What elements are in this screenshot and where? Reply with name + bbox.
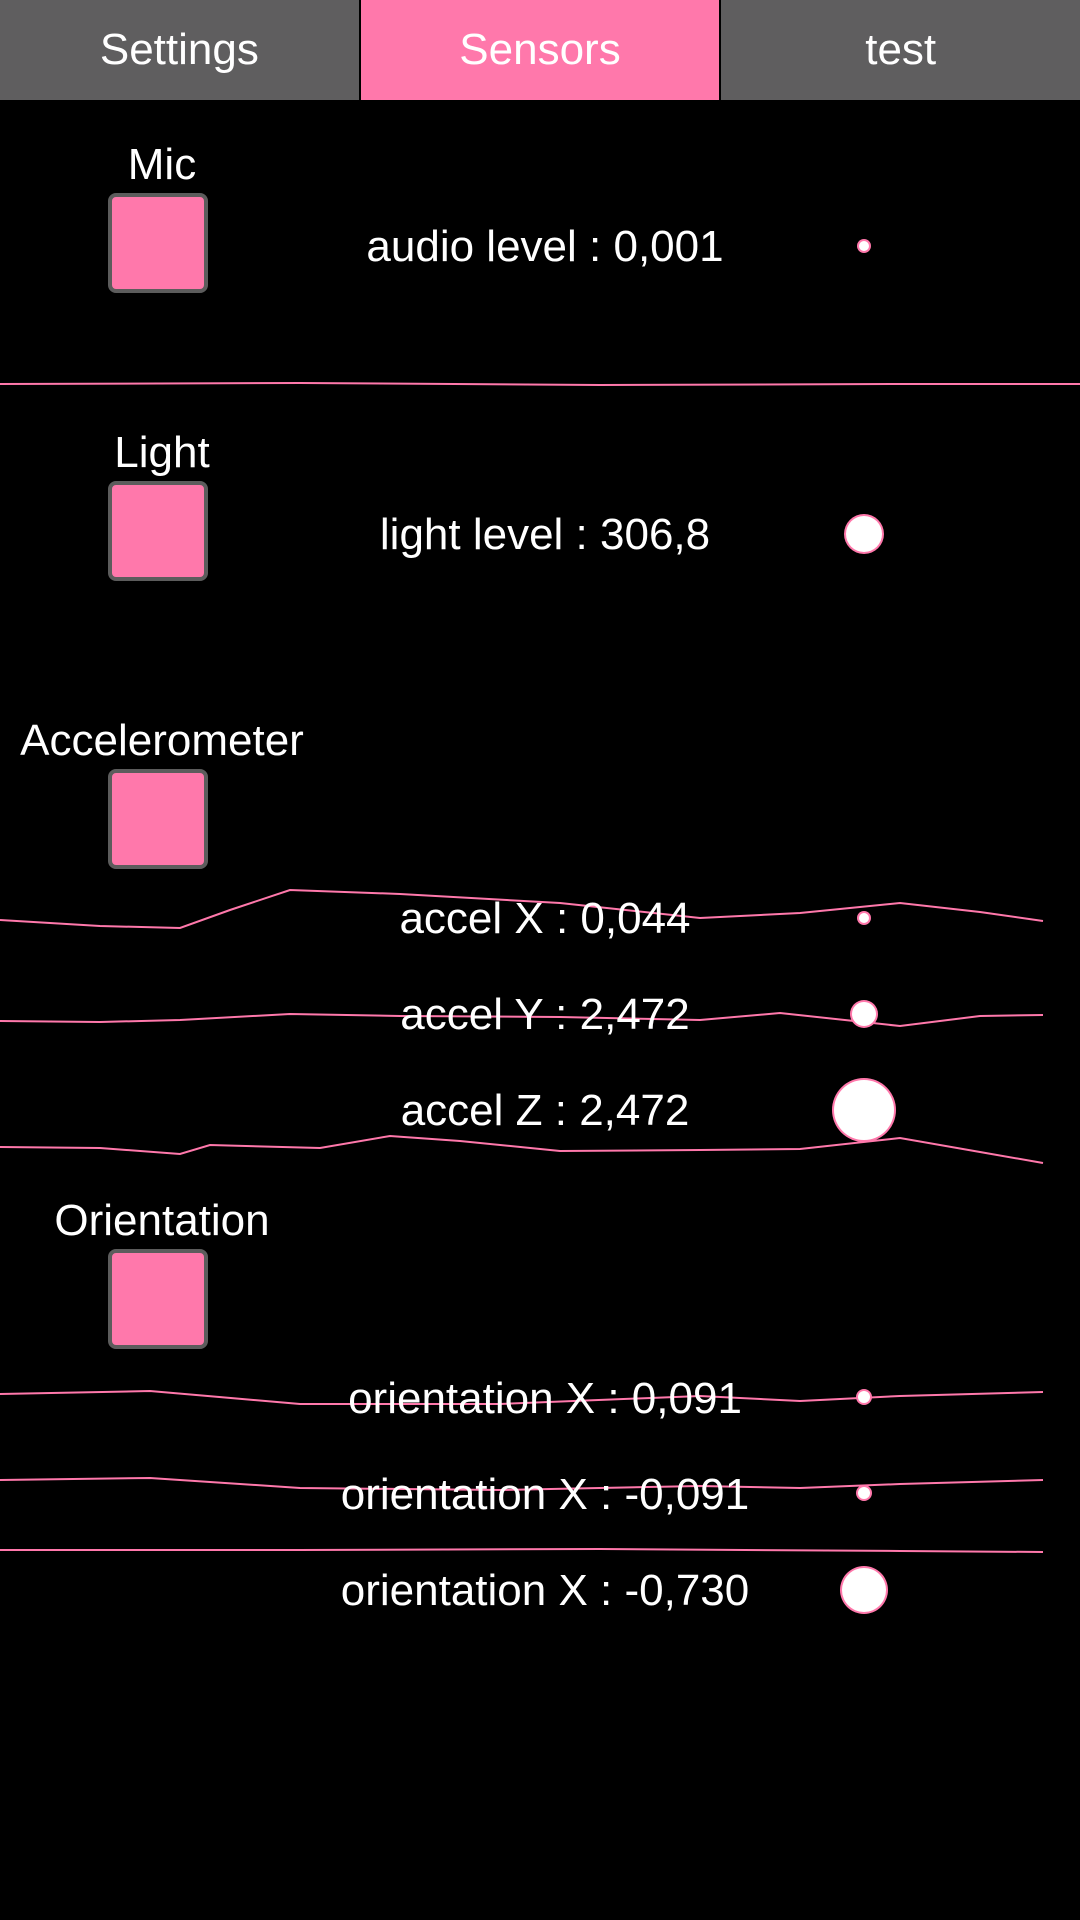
orientation-title: Orientation (54, 1196, 270, 1245)
orientation-value-2: orientation X : -0,091 (340, 1470, 750, 1519)
light-level-dot (846, 516, 882, 552)
tab-bar: Settings Sensors test (0, 0, 1080, 100)
orientation-toggle[interactable] (108, 1249, 208, 1349)
light-level: light level : 306,8 (379, 510, 711, 559)
tab-settings[interactable]: Settings (0, 0, 361, 100)
mic-audio-level: audio level : 0,001 (366, 222, 724, 271)
accel-y-dot (852, 1002, 876, 1026)
accel-z-graph-line (0, 1134, 1044, 1164)
light-title: Light (114, 428, 210, 477)
accel-z-value: accel Z : 2,472 (400, 1086, 690, 1135)
accel-x-value: accel X : 0,044 (399, 894, 691, 943)
mic-level-dot (859, 241, 869, 251)
orientation-3-graph-line (0, 1547, 1044, 1553)
orientation-dot-2 (858, 1487, 870, 1499)
orientation-value-1: orientation X : 0,091 (348, 1374, 742, 1423)
orientation-dot-1 (858, 1391, 870, 1403)
tab-sensors[interactable]: Sensors (360, 0, 722, 100)
accelerometer-toggle[interactable] (108, 769, 208, 869)
orientation-value-3: orientation X : -0,730 (340, 1566, 750, 1615)
orientation-dot-3 (842, 1568, 886, 1612)
mic-title: Mic (127, 140, 197, 189)
tab-test[interactable]: test (721, 0, 1080, 100)
accel-y-value: accel Y : 2,472 (400, 990, 690, 1039)
light-toggle[interactable] (108, 481, 208, 581)
mic-graph-line (0, 381, 1080, 387)
accelerometer-title: Accelerometer (20, 716, 304, 765)
accel-x-dot (859, 913, 869, 923)
mic-toggle[interactable] (108, 193, 208, 293)
accel-z-dot (834, 1080, 894, 1140)
